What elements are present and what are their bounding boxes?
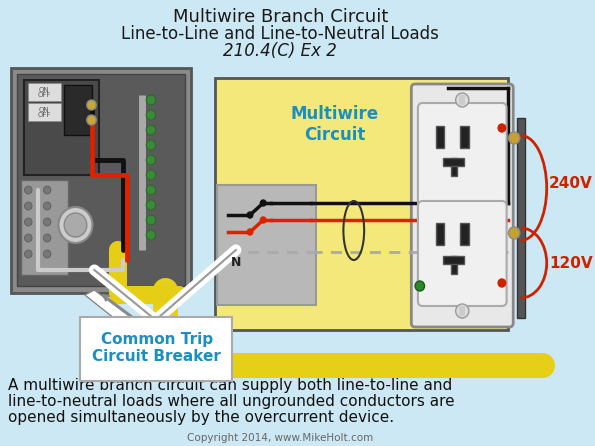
Circle shape <box>43 218 51 226</box>
FancyBboxPatch shape <box>11 68 190 293</box>
Circle shape <box>261 200 266 206</box>
Circle shape <box>456 93 469 107</box>
Text: 210.4(C) Ex 2: 210.4(C) Ex 2 <box>223 42 337 60</box>
FancyBboxPatch shape <box>436 126 444 148</box>
Circle shape <box>146 215 156 225</box>
Text: N: N <box>231 256 242 269</box>
Circle shape <box>146 200 156 210</box>
FancyBboxPatch shape <box>411 84 513 327</box>
FancyBboxPatch shape <box>459 306 465 316</box>
FancyBboxPatch shape <box>80 317 232 381</box>
Circle shape <box>146 230 156 240</box>
FancyBboxPatch shape <box>29 103 61 121</box>
Circle shape <box>43 234 51 242</box>
Circle shape <box>64 213 87 237</box>
Circle shape <box>58 207 92 243</box>
Circle shape <box>146 170 156 180</box>
FancyBboxPatch shape <box>418 201 506 306</box>
FancyBboxPatch shape <box>451 256 456 274</box>
Text: Copyright 2014, www.MikeHolt.com: Copyright 2014, www.MikeHolt.com <box>187 433 373 443</box>
FancyBboxPatch shape <box>215 78 508 330</box>
Circle shape <box>24 250 32 258</box>
Circle shape <box>43 202 51 210</box>
FancyBboxPatch shape <box>217 185 316 305</box>
Text: 120V: 120V <box>549 256 593 271</box>
FancyBboxPatch shape <box>443 158 464 166</box>
FancyBboxPatch shape <box>459 95 465 105</box>
Text: 240V: 240V <box>549 175 593 190</box>
Circle shape <box>247 212 253 218</box>
Text: opened simultaneously by the overcurrent device.: opened simultaneously by the overcurrent… <box>8 410 394 425</box>
FancyBboxPatch shape <box>436 223 444 245</box>
Circle shape <box>146 95 156 105</box>
Circle shape <box>146 125 156 135</box>
FancyBboxPatch shape <box>461 126 469 148</box>
Circle shape <box>87 115 96 125</box>
Text: ON: ON <box>39 87 49 93</box>
Circle shape <box>261 217 266 223</box>
Circle shape <box>415 281 424 291</box>
Circle shape <box>24 202 32 210</box>
FancyBboxPatch shape <box>64 85 92 135</box>
FancyBboxPatch shape <box>21 180 68 275</box>
Circle shape <box>43 250 51 258</box>
Text: Line-to-Line and Line-to-Neutral Loads: Line-to-Line and Line-to-Neutral Loads <box>121 25 439 43</box>
FancyBboxPatch shape <box>418 103 506 208</box>
Circle shape <box>24 186 32 194</box>
Circle shape <box>87 100 96 110</box>
Circle shape <box>24 218 32 226</box>
FancyBboxPatch shape <box>24 80 99 175</box>
Text: line-to-neutral loads where all ungrounded conductors are: line-to-neutral loads where all unground… <box>8 394 454 409</box>
FancyBboxPatch shape <box>29 83 61 101</box>
Circle shape <box>498 124 506 132</box>
Circle shape <box>43 186 51 194</box>
Text: Multiwire
Circuit: Multiwire Circuit <box>291 105 379 144</box>
Circle shape <box>146 155 156 165</box>
Text: ON: ON <box>39 107 49 113</box>
Text: A multiwire branch circuit can supply both line-to-line and: A multiwire branch circuit can supply bo… <box>8 378 452 393</box>
Circle shape <box>146 140 156 150</box>
Text: Common Trip
Circuit Breaker: Common Trip Circuit Breaker <box>92 332 221 364</box>
FancyBboxPatch shape <box>443 256 464 264</box>
Text: OFF: OFF <box>37 112 51 118</box>
Polygon shape <box>85 290 174 355</box>
FancyBboxPatch shape <box>451 158 456 176</box>
FancyBboxPatch shape <box>17 74 185 286</box>
Circle shape <box>498 279 506 287</box>
Circle shape <box>509 132 520 144</box>
FancyBboxPatch shape <box>517 118 525 318</box>
Circle shape <box>24 234 32 242</box>
Circle shape <box>146 110 156 120</box>
Circle shape <box>247 229 253 235</box>
Circle shape <box>509 227 520 239</box>
Circle shape <box>456 304 469 318</box>
Text: OFF: OFF <box>37 92 51 98</box>
Text: Multiwire Branch Circuit: Multiwire Branch Circuit <box>173 8 388 26</box>
Circle shape <box>146 185 156 195</box>
FancyBboxPatch shape <box>461 223 469 245</box>
